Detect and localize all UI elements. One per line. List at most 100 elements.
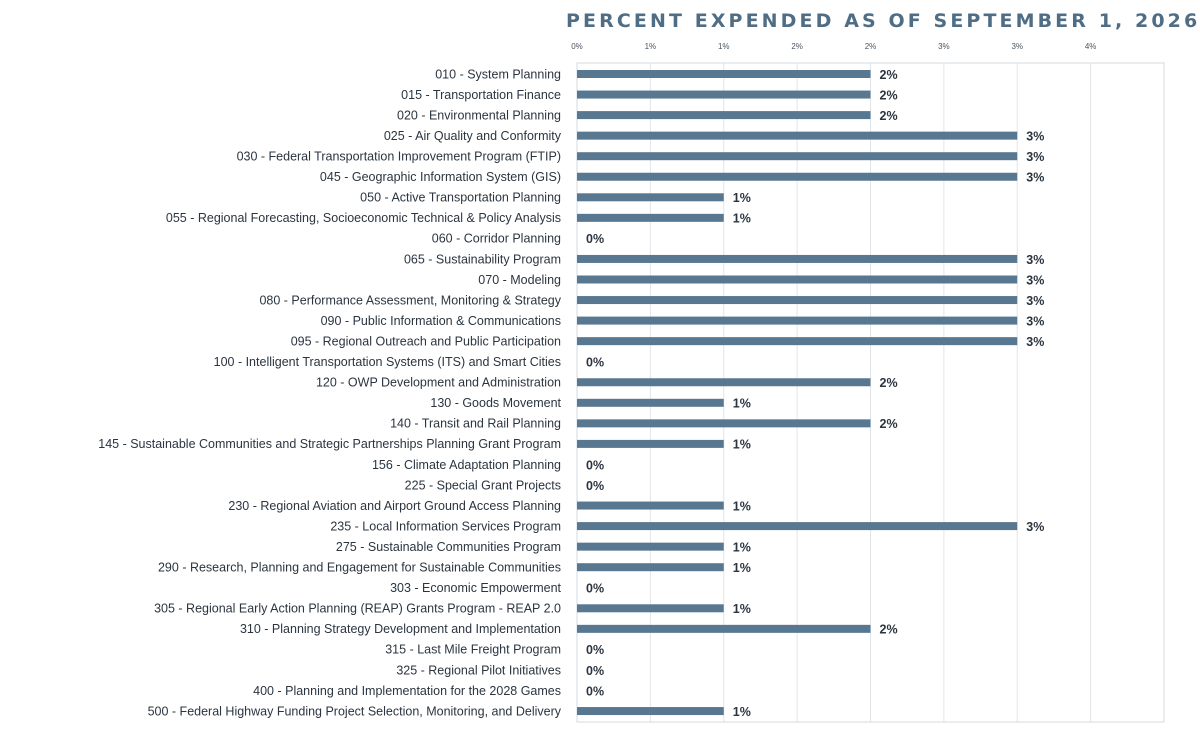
bar [577, 131, 1018, 140]
value-label: 0% [586, 479, 604, 493]
category-label: 225 - Special Grant Projects [405, 478, 561, 492]
value-label: 0% [586, 643, 604, 657]
value-label: 0% [586, 684, 604, 698]
value-label: 1% [733, 191, 751, 205]
value-label: 0% [586, 664, 604, 678]
value-label: 2% [880, 376, 898, 390]
bar [577, 316, 1018, 325]
bar [577, 275, 1018, 284]
category-label: 100 - Intelligent Transportation Systems… [214, 355, 561, 369]
value-label: 0% [586, 458, 604, 472]
value-label: 3% [1026, 150, 1044, 164]
category-label: 015 - Transportation Finance [401, 88, 561, 102]
value-label: 2% [880, 88, 898, 102]
x-tick-label: 4% [1085, 42, 1097, 51]
x-axis-ticks: 0% 1% 1% 2% 2% 3% 3% 4% [571, 42, 1096, 51]
category-label: 025 - Air Quality and Conformity [384, 129, 562, 143]
category-label: 140 - Transit and Rail Planning [390, 417, 561, 431]
value-label: 3% [1026, 294, 1044, 308]
category-label: 055 - Regional Forecasting, Socioeconomi… [166, 211, 561, 225]
category-label: 303 - Economic Empowerment [390, 581, 561, 595]
value-label: 3% [1026, 253, 1044, 267]
bar [577, 542, 724, 551]
value-label: 0% [586, 356, 604, 370]
value-label: 1% [733, 602, 751, 616]
value-label: 3% [1026, 129, 1044, 143]
bar [577, 90, 871, 99]
bar [577, 213, 724, 222]
bar [577, 337, 1018, 346]
category-label: 400 - Planning and Implementation for th… [253, 684, 561, 698]
x-tick-label: 2% [865, 42, 877, 51]
bar [577, 296, 1018, 305]
category-label: 060 - Corridor Planning [432, 232, 561, 246]
category-label: 070 - Modeling [478, 273, 561, 287]
bar [577, 378, 871, 387]
x-tick-label: 0% [571, 42, 583, 51]
x-tick-label: 3% [938, 42, 950, 51]
bar [577, 604, 724, 613]
bar [577, 398, 724, 407]
chart-title: PERCENT EXPENDED AS OF SEPTEMBER 1, 2026 [566, 10, 1200, 32]
category-label: 275 - Sustainable Communities Program [336, 540, 561, 554]
category-label: 090 - Public Information & Communication… [321, 314, 561, 328]
category-label: 156 - Climate Adaptation Planning [372, 458, 561, 472]
bar [577, 707, 724, 716]
value-label: 1% [733, 212, 751, 226]
value-label: 1% [733, 561, 751, 575]
category-label: 020 - Environmental Planning [397, 108, 561, 122]
value-label: 0% [586, 232, 604, 246]
value-label: 0% [586, 582, 604, 596]
category-label: 050 - Active Transportation Planning [360, 191, 561, 205]
bars [577, 70, 1018, 716]
value-label: 3% [1026, 520, 1044, 534]
gridlines [649, 63, 1092, 722]
value-label: 3% [1026, 273, 1044, 287]
category-labels: 010 - System Planning 015 - Transportatio… [98, 67, 561, 718]
category-label: 130 - Goods Movement [430, 396, 561, 410]
bar [577, 522, 1018, 531]
bar [577, 111, 871, 120]
category-label: 030 - Federal Transportation Improvement… [237, 150, 561, 164]
value-label: 2% [880, 417, 898, 431]
value-labels: 2% 2% 2% 3% 3% 3% 1% 1% 0% 3% 3% 3% 3% 3% 0% 2% 1% 2% 1% 0%… [586, 68, 1044, 719]
bar [577, 254, 1018, 263]
category-label: 325 - Regional Pilot Initiatives [396, 663, 561, 677]
value-label: 3% [1026, 314, 1044, 328]
value-label: 2% [880, 623, 898, 637]
category-label: 010 - System Planning [435, 67, 561, 81]
category-label: 065 - Sustainability Program [404, 252, 561, 266]
category-label: 080 - Performance Assessment, Monitoring… [259, 293, 561, 307]
bar [577, 563, 724, 572]
bar [577, 419, 871, 428]
x-tick-label: 2% [791, 42, 803, 51]
bar [577, 152, 1018, 161]
x-tick-label: 1% [718, 42, 730, 51]
value-label: 3% [1026, 171, 1044, 185]
value-label: 1% [733, 705, 751, 719]
x-tick-label: 3% [1011, 42, 1023, 51]
category-label: 315 - Last Mile Freight Program [385, 643, 561, 657]
category-label: 230 - Regional Aviation and Airport Grou… [228, 499, 561, 513]
bar [577, 70, 871, 78]
bar [577, 624, 871, 633]
value-label: 2% [880, 68, 898, 82]
category-label: 120 - OWP Development and Administration [316, 376, 561, 390]
plot-frame [576, 62, 1165, 723]
value-label: 1% [733, 397, 751, 411]
category-label: 290 - Research, Planning and Engagement … [158, 561, 561, 575]
x-tick-label: 1% [645, 42, 657, 51]
category-label: 500 - Federal Highway Funding Project Se… [148, 704, 562, 718]
value-label: 2% [880, 109, 898, 123]
category-label: 045 - Geographic Information System (GIS… [320, 170, 561, 184]
category-label: 145 - Sustainable Communities and Strate… [98, 437, 561, 451]
bar [577, 439, 724, 448]
category-label: 305 - Regional Early Action Planning (RE… [154, 602, 561, 616]
value-label: 1% [733, 540, 751, 554]
category-label: 310 - Planning Strategy Development and … [240, 622, 561, 636]
value-label: 1% [733, 438, 751, 452]
value-label: 1% [733, 499, 751, 513]
category-label: 095 - Regional Outreach and Public Parti… [291, 334, 561, 348]
bar [577, 193, 724, 202]
